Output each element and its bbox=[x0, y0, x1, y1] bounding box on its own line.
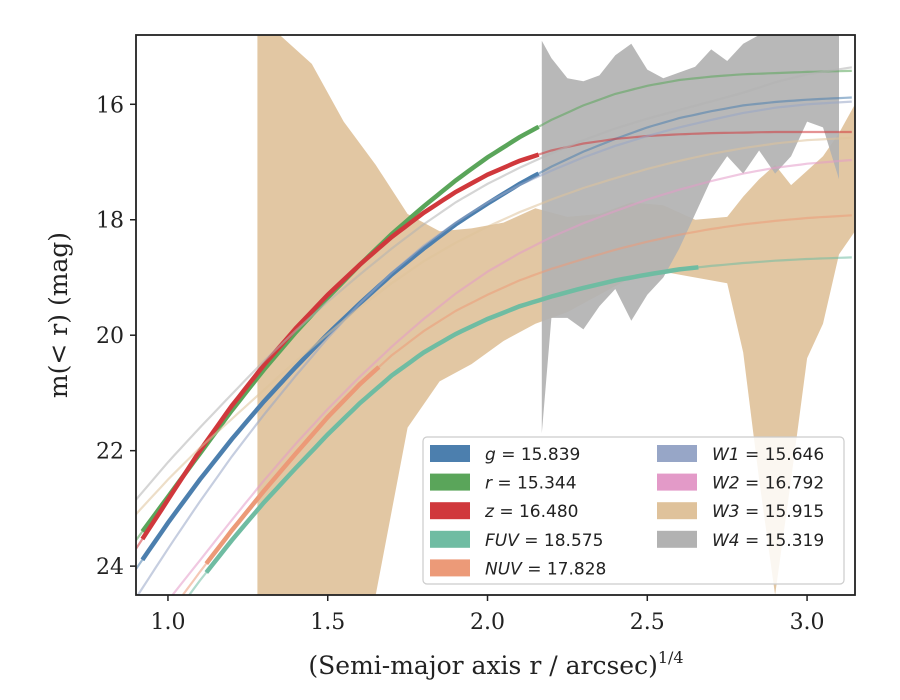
legend-swatch bbox=[430, 530, 470, 548]
legend-label: W4 = 15.319 bbox=[712, 531, 824, 551]
legend-entry-w3: W3 = 15.915 bbox=[657, 502, 824, 522]
x-axis-label: (Semi-major axis r / arcsec)1/4 bbox=[308, 648, 683, 680]
legend-entry-r: r = 15.344 bbox=[430, 473, 577, 494]
legend-label: W3 = 15.915 bbox=[712, 502, 824, 522]
legend-swatch bbox=[657, 473, 697, 491]
legend: g = 15.839 r = 15.344 z = 16.480 FUV = 18.5… bbox=[422, 436, 845, 585]
y-tick-label: 20 bbox=[96, 324, 124, 349]
legend-swatch bbox=[657, 530, 697, 548]
legend-entry-w2: W2 = 16.792 bbox=[657, 473, 824, 494]
legend-swatch bbox=[430, 473, 470, 491]
x-axis: 1.0 1.5 2.0 2.5 3.0 bbox=[150, 595, 825, 635]
y-tick-label: 18 bbox=[96, 209, 124, 234]
legend-swatch bbox=[657, 502, 697, 520]
data-segment-fuv bbox=[204, 265, 699, 574]
legend-swatch bbox=[430, 502, 470, 520]
y-axis-label: m(< r) (mag) bbox=[44, 232, 73, 398]
y-tick-label: 24 bbox=[96, 555, 124, 580]
x-tick-label: 1.5 bbox=[310, 610, 345, 635]
legend-entry-z: z = 16.480 bbox=[430, 502, 578, 522]
legend-entry-fuv: FUV = 18.575 bbox=[430, 530, 603, 551]
x-tick-label: 3.0 bbox=[790, 610, 825, 635]
legend-label: g = 15.839 bbox=[485, 445, 580, 465]
legend-label: z = 16.480 bbox=[484, 502, 578, 522]
curve-w1 bbox=[136, 100, 852, 595]
y-tick-label: 22 bbox=[96, 440, 124, 465]
curve-w3 bbox=[136, 136, 852, 515]
data-segment-g bbox=[140, 171, 540, 562]
data-segment-nuv bbox=[204, 365, 381, 565]
legend-label: FUV = 18.575 bbox=[485, 531, 603, 551]
curve-w4 bbox=[136, 66, 852, 501]
legend-box bbox=[422, 436, 845, 585]
x-tick-label: 2.0 bbox=[470, 610, 505, 635]
legend-swatch bbox=[430, 445, 470, 462]
x-tick-label: 2.5 bbox=[630, 610, 665, 635]
x-axis-label-superscript: 1/4 bbox=[658, 648, 684, 667]
y-axis: 16 18 20 22 24 bbox=[96, 93, 136, 580]
legend-label: W1 = 15.646 bbox=[712, 445, 824, 465]
curve-w2 bbox=[171, 158, 852, 595]
legend-entry-g: g = 15.839 bbox=[430, 445, 580, 465]
legend-swatch bbox=[430, 559, 470, 577]
x-tick-label: 1.0 bbox=[150, 610, 185, 635]
legend-label: r = 15.344 bbox=[485, 474, 577, 494]
band-w4 bbox=[541, 35, 839, 434]
legend-label: NUV = 17.828 bbox=[485, 559, 606, 579]
series-lines bbox=[136, 66, 852, 595]
legend-entry-nuv: NUV = 17.828 bbox=[430, 559, 606, 579]
legend-entry-w1: W1 = 15.646 bbox=[657, 445, 824, 465]
plot-frame bbox=[135, 34, 856, 596]
legend-entry-w4: W4 = 15.319 bbox=[657, 530, 824, 551]
uncertainty-bands bbox=[257, 35, 855, 595]
legend-swatch bbox=[657, 445, 697, 462]
legend-label: W2 = 16.792 bbox=[712, 474, 824, 494]
y-tick-label: 16 bbox=[96, 93, 124, 118]
